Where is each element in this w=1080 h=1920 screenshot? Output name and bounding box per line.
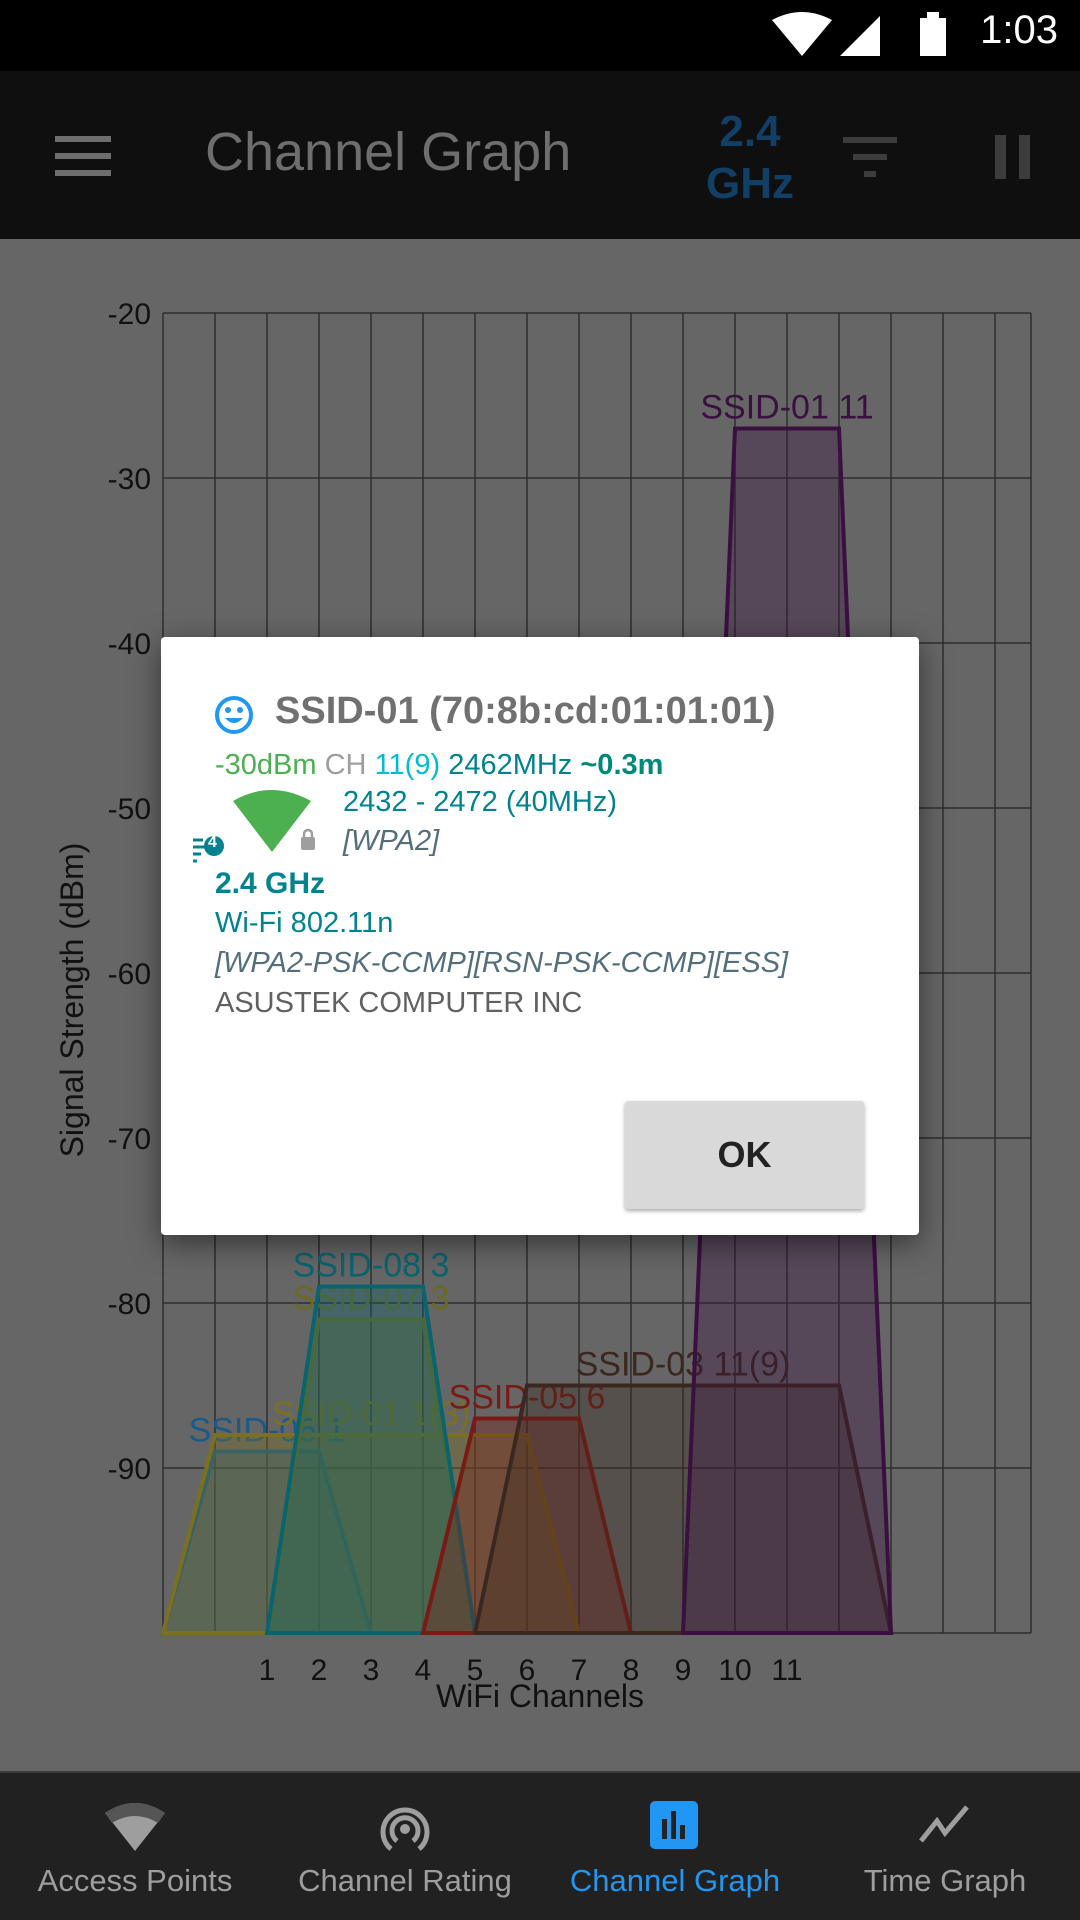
nav-channel-rating[interactable]: Channel Rating bbox=[270, 1773, 540, 1918]
x-tick-label: 2 bbox=[311, 1654, 328, 1687]
page-title: Channel Graph bbox=[205, 122, 572, 182]
x-tick-label: 8 bbox=[623, 1654, 640, 1687]
clock: 1:03 bbox=[980, 8, 1058, 52]
x-tick-label: 6 bbox=[519, 1654, 536, 1687]
nav-label: Time Graph bbox=[863, 1863, 1027, 1898]
status-icons bbox=[772, 12, 946, 56]
y-axis-label: Signal Strength (dBm) bbox=[54, 843, 90, 1158]
band-toggle-button[interactable]: 2.4 GHz bbox=[695, 106, 805, 210]
line-chart-icon bbox=[919, 1805, 969, 1843]
access-point-dialog: SSID-01 (70:8b:cd:01:01:01) -30dBm CH 11… bbox=[161, 637, 919, 1235]
x-tick-label: 11 bbox=[771, 1654, 802, 1687]
band: 2.4 GHz bbox=[215, 867, 326, 900]
nav-label: Channel Graph bbox=[569, 1863, 781, 1898]
wifi-generation-icon bbox=[193, 836, 224, 863]
x-tick-label: 7 bbox=[571, 1654, 588, 1687]
series-label: SSID-08 3 bbox=[293, 1247, 450, 1285]
x-tick-label: 3 bbox=[363, 1654, 380, 1687]
nav-time-graph[interactable]: Time Graph bbox=[810, 1773, 1080, 1918]
y-tick-label: -30 bbox=[108, 463, 151, 496]
nav-label: Access Points bbox=[37, 1863, 233, 1898]
capabilities: [WPA2-PSK-CCMP][RSN-PSK-CCMP][ESS] bbox=[215, 947, 789, 979]
channel-label: CH bbox=[324, 749, 367, 781]
frequency-range: 2432 - 2472 (40MHz) bbox=[343, 786, 618, 818]
channel-value: 11(9) bbox=[374, 749, 441, 781]
radar-icon bbox=[380, 1807, 430, 1851]
wifi-standard: Wi-Fi 802.11n bbox=[215, 907, 394, 939]
toolbar: Channel Graph 2.4 GHz bbox=[0, 71, 1080, 239]
bar-chart-icon bbox=[650, 1801, 698, 1849]
pause-icon[interactable] bbox=[995, 135, 1035, 179]
filter-icon[interactable] bbox=[843, 137, 899, 177]
frequency: 2462MHz bbox=[448, 749, 573, 781]
wifi-signal-icon bbox=[233, 790, 315, 852]
status-bar: 1:03 bbox=[0, 0, 1080, 71]
nav-access-points[interactable]: Access Points bbox=[0, 1773, 270, 1918]
y-tick-label: -50 bbox=[108, 793, 151, 826]
x-tick-label: 4 bbox=[415, 1654, 432, 1687]
wifi-icon bbox=[772, 12, 832, 56]
y-tick-label: -20 bbox=[108, 298, 151, 331]
x-tick-label: 1 bbox=[259, 1654, 276, 1687]
dialog-title: SSID-01 (70:8b:cd:01:01:01) bbox=[275, 690, 776, 732]
series-label: SSID-03 11(9) bbox=[576, 1346, 791, 1384]
smiley-icon bbox=[215, 696, 253, 734]
cell-signal-icon bbox=[840, 16, 880, 56]
y-tick-label: -60 bbox=[108, 958, 151, 991]
band-unit: GHz bbox=[706, 159, 794, 208]
nav-channel-graph[interactable]: Channel Graph bbox=[540, 1773, 810, 1918]
menu-icon[interactable] bbox=[55, 136, 113, 176]
distance: ~0.3m bbox=[580, 749, 664, 781]
security: [WPA2] bbox=[343, 825, 440, 857]
ok-button[interactable]: OK bbox=[625, 1101, 864, 1209]
wifi-icon bbox=[105, 1803, 165, 1851]
bottom-navigation: Access Points Channel Rating Channel Gra… bbox=[0, 1771, 1080, 1920]
y-tick-label: -80 bbox=[108, 1288, 151, 1321]
band-value: 2.4 bbox=[719, 107, 781, 156]
y-tick-label: -90 bbox=[108, 1453, 151, 1486]
y-tick-label: -70 bbox=[108, 1123, 151, 1156]
nav-label: Channel Rating bbox=[298, 1863, 512, 1898]
battery-icon bbox=[920, 18, 946, 56]
series-label: SSID-01 11 bbox=[700, 389, 873, 427]
x-tick-label: 5 bbox=[467, 1654, 484, 1687]
x-tick-label: 9 bbox=[675, 1654, 692, 1687]
x-tick-label: 10 bbox=[718, 1654, 751, 1687]
signal-strength: -30dBm bbox=[215, 749, 317, 781]
wifi-generation-badge: 4 bbox=[208, 834, 217, 851]
vendor: ASUSTEK COMPUTER INC bbox=[215, 987, 583, 1019]
channel-trapezoid bbox=[264, 1284, 478, 1635]
y-tick-label: -40 bbox=[108, 628, 151, 661]
x-axis-label: WiFi Channels bbox=[436, 1678, 644, 1714]
